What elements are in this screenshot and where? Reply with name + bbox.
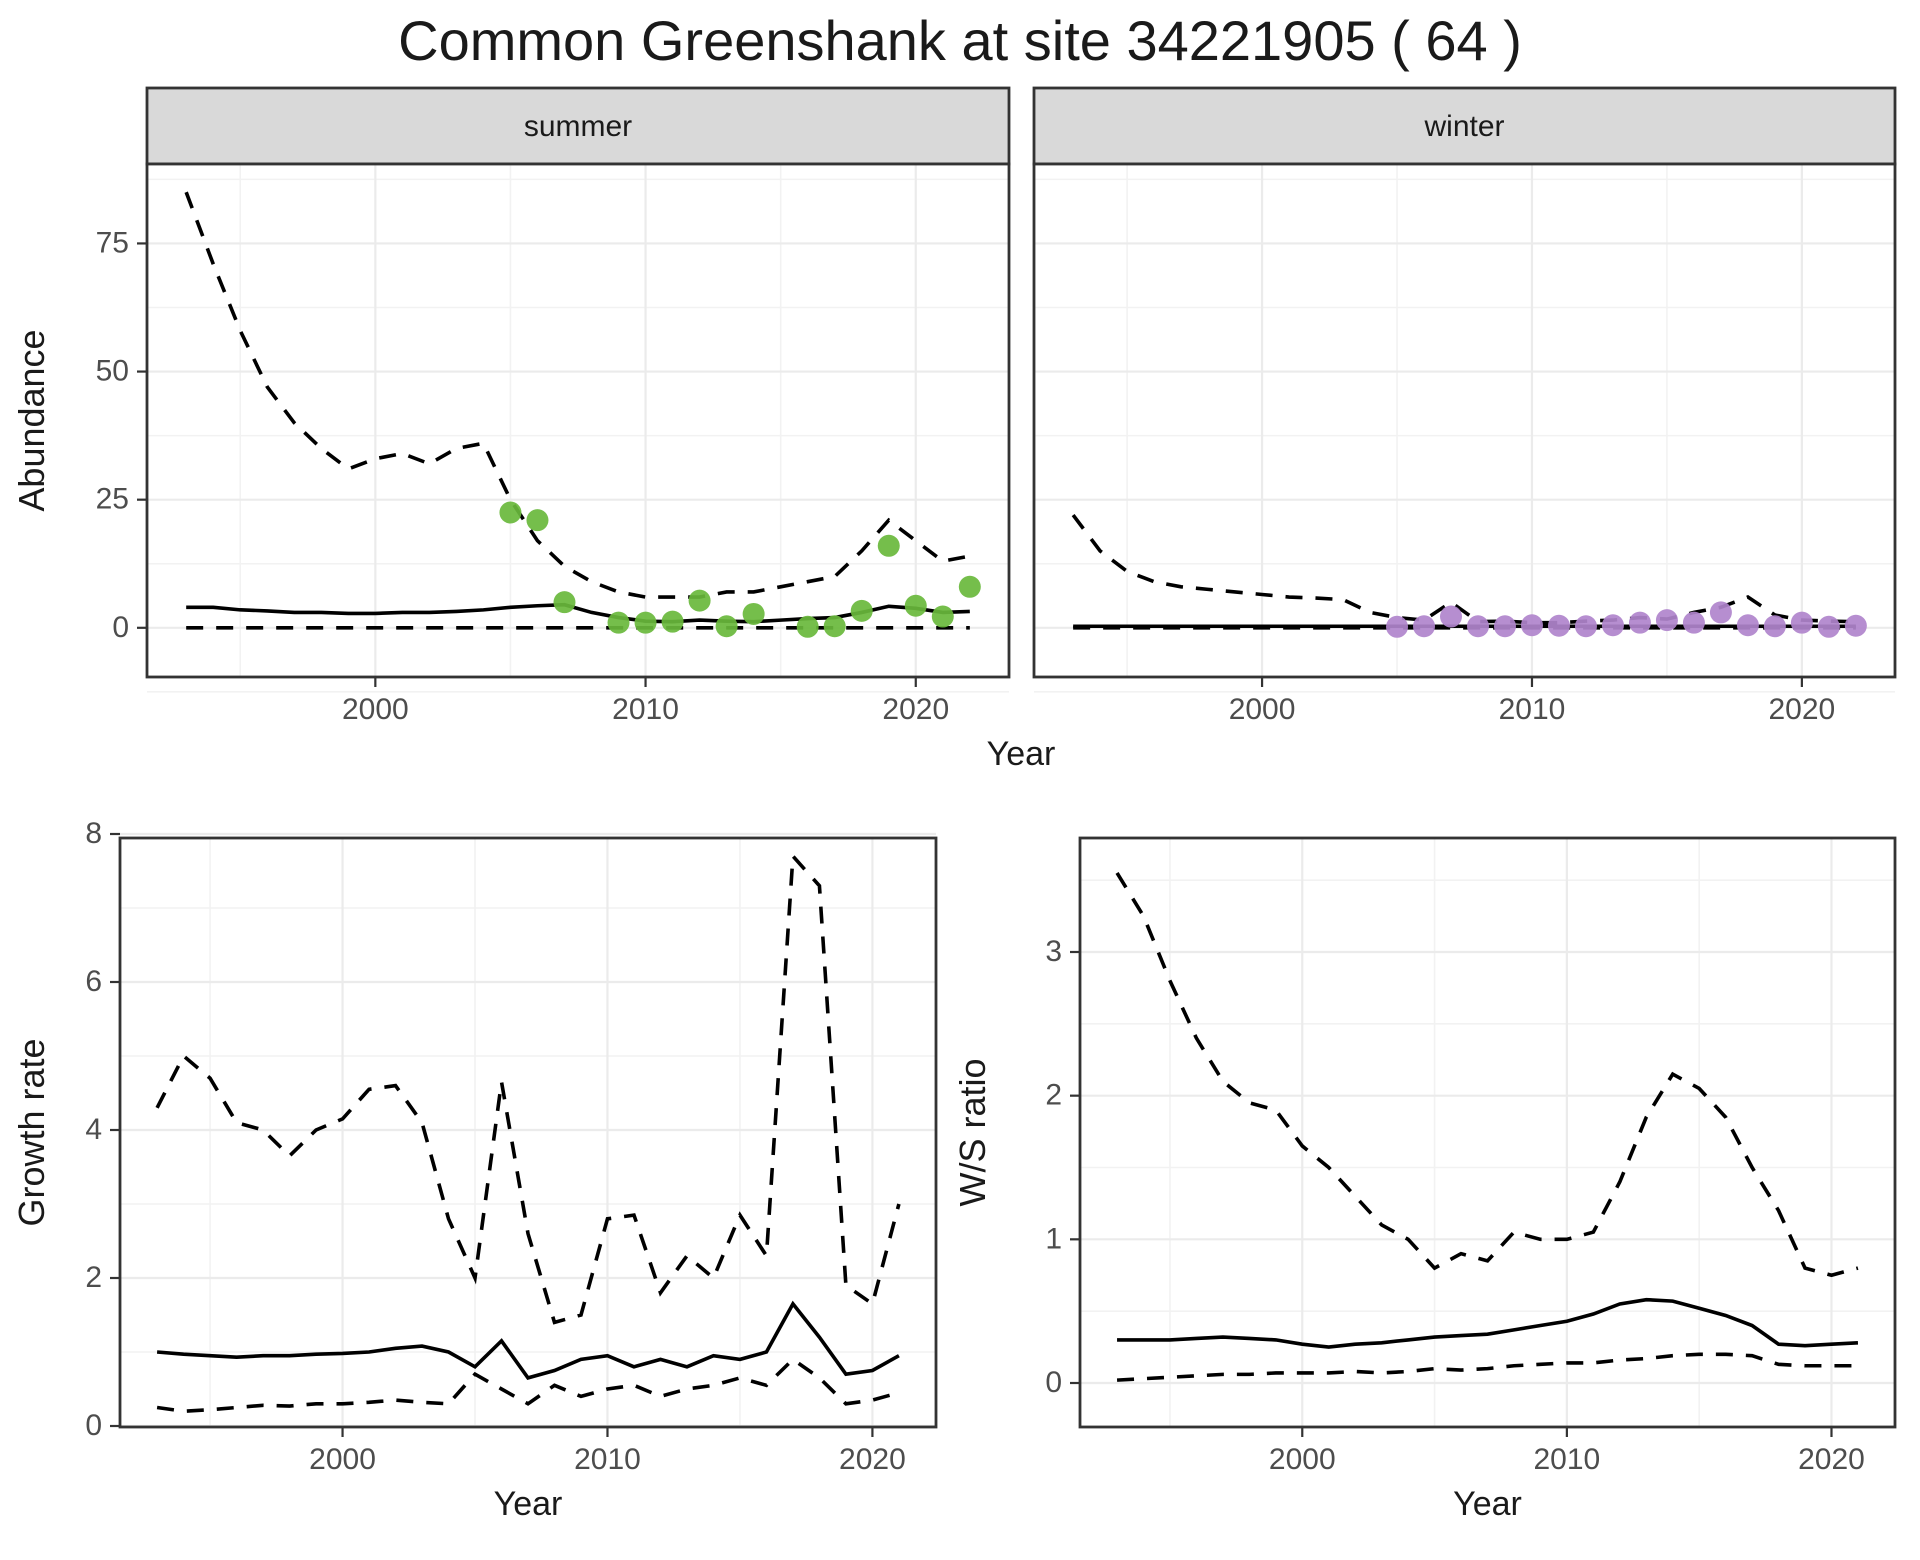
svg-text:2000: 2000: [309, 1443, 376, 1476]
svg-text:2010: 2010: [612, 693, 679, 726]
svg-text:2000: 2000: [342, 693, 409, 726]
svg-text:2010: 2010: [1499, 693, 1566, 726]
svg-text:50: 50: [96, 355, 129, 388]
svg-text:3: 3: [1045, 935, 1062, 968]
svg-text:2020: 2020: [1798, 1443, 1865, 1476]
svg-text:2000: 2000: [1269, 1443, 1336, 1476]
svg-text:W/S ratio: W/S ratio: [952, 1058, 993, 1206]
svg-text:2020: 2020: [1769, 693, 1836, 726]
svg-text:0: 0: [1045, 1366, 1062, 1399]
svg-text:2020: 2020: [839, 1443, 906, 1476]
svg-text:winter: winter: [1423, 110, 1504, 143]
svg-text:75: 75: [96, 226, 129, 259]
svg-text:2: 2: [1045, 1079, 1062, 1112]
svg-text:2000: 2000: [1229, 693, 1296, 726]
svg-text:2020: 2020: [882, 693, 949, 726]
svg-text:2: 2: [85, 1261, 102, 1294]
svg-text:2010: 2010: [1534, 1443, 1601, 1476]
svg-text:Growth rate: Growth rate: [11, 1038, 52, 1226]
svg-text:0: 0: [85, 1409, 102, 1442]
svg-text:0: 0: [112, 611, 129, 644]
svg-text:2010: 2010: [574, 1443, 641, 1476]
svg-text:6: 6: [85, 965, 102, 998]
svg-text:summer: summer: [524, 110, 632, 143]
svg-text:25: 25: [96, 483, 129, 516]
svg-text:8: 8: [85, 817, 102, 850]
svg-text:4: 4: [85, 1113, 102, 1146]
svg-text:Abundance: Abundance: [11, 329, 52, 511]
svg-text:1: 1: [1045, 1222, 1062, 1255]
